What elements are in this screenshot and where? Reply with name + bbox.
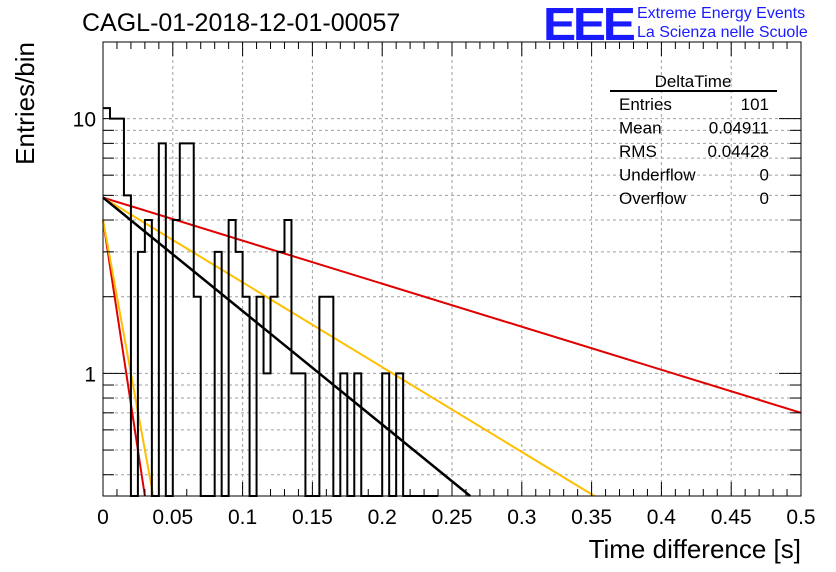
histogram-bin <box>278 252 285 496</box>
x-tick-label: 0.4 <box>647 506 677 529</box>
stats-value: 0.04428 <box>708 142 769 161</box>
fit-line-orange <box>102 219 155 497</box>
x-tick-label: 0.45 <box>711 506 752 529</box>
histogram-bin <box>236 252 243 496</box>
stats-label: RMS <box>619 142 657 161</box>
histogram-bin <box>229 220 236 496</box>
stats-label: Overflow <box>619 189 687 208</box>
x-tick-labels: 0 0.05 0.1 0.15 0.2 0.25 0.3 0.35 0.4 0.45 0.5 <box>97 506 815 529</box>
fit-line-orange <box>102 196 595 497</box>
histogram-bin <box>354 373 361 496</box>
stats-label: Underflow <box>619 166 696 185</box>
histogram-bin <box>103 108 110 496</box>
histogram-bin <box>291 373 298 496</box>
histogram-bin <box>284 220 291 496</box>
eee-logo-mark: EEE <box>543 0 636 50</box>
histogram-bin <box>173 220 180 496</box>
histogram-bin <box>298 373 305 496</box>
histogram-bins <box>103 107 439 497</box>
histogram-outline <box>103 107 439 497</box>
x-tick-label: 0.05 <box>152 506 193 529</box>
stats-value: 0.04911 <box>709 119 769 138</box>
stats-label: Entries <box>619 95 672 114</box>
histogram-bin <box>243 297 250 496</box>
stats-name: DeltaTime <box>655 72 732 91</box>
x-tick-label: 0.2 <box>368 506 397 529</box>
stats-label: Mean <box>619 119 662 138</box>
histogram-bin <box>180 143 187 496</box>
histogram-bin <box>187 143 194 496</box>
x-tick-label: 0 <box>97 506 109 529</box>
logo-line-1: Extreme Energy Events <box>637 5 806 22</box>
x-axis-label: Time difference [s] <box>589 534 801 564</box>
histogram-bin <box>382 373 389 496</box>
histogram-bin <box>264 373 271 496</box>
histogram-bin <box>396 373 403 496</box>
stats-value: 0 <box>760 166 769 185</box>
x-tick-label: 0.1 <box>228 506 257 529</box>
x-tick-label: 0.35 <box>571 506 612 529</box>
histogram-bin <box>194 297 201 496</box>
histogram-bin <box>271 297 278 496</box>
fit-line-black <box>102 196 471 497</box>
y-tick-label: 1 <box>84 363 96 386</box>
stats-rows: Entries 101 Mean 0.04911 RMS 0.04428 Underflow… <box>619 95 769 208</box>
histogram-bin <box>326 297 333 496</box>
histogram-bin <box>159 143 166 496</box>
stats-value: 0 <box>760 189 769 208</box>
x-tick-label: 0.25 <box>432 506 473 529</box>
x-tick-label: 0.3 <box>507 506 536 529</box>
x-tick-label: 0.15 <box>292 506 333 529</box>
y-tick-labels: 1 10 <box>73 109 96 387</box>
stats-value: 101 <box>741 95 769 114</box>
axis-ticks <box>102 41 802 496</box>
eee-logo: EEE Extreme Energy Events La Scienza nel… <box>543 0 833 50</box>
y-tick-label: 10 <box>73 109 96 132</box>
chart-title: CAGL-01-2018-12-01-00057 <box>82 9 401 37</box>
stats-box: DeltaTime Entries 101 Mean 0.04911 RMS 0.0442… <box>610 72 777 208</box>
logo-line-2: La Scienza nelle Scuole <box>637 24 808 41</box>
y-axis-label: Entries/bin <box>10 42 40 165</box>
histogram-bin <box>319 297 326 496</box>
grid <box>103 41 801 496</box>
x-tick-label: 0.5 <box>786 506 815 529</box>
fit-line-red <box>102 196 802 414</box>
